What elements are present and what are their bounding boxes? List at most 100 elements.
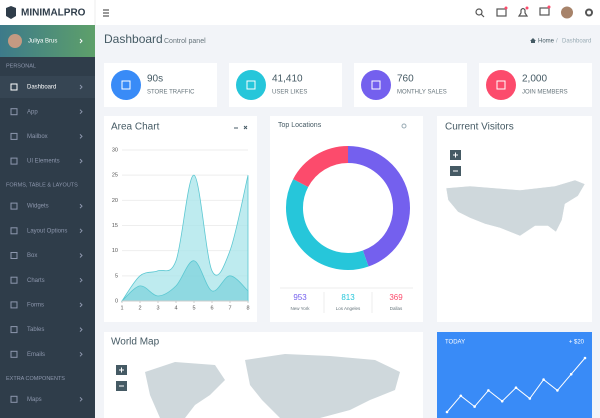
y-tick-label: 5 — [115, 273, 118, 279]
section-title: EXTRA COMPONENTS — [6, 376, 65, 382]
home-icon — [530, 38, 536, 43]
location-name: New York — [290, 306, 310, 311]
menu-item[interactable]: Widgets — [27, 204, 49, 210]
card-controls[interactable] — [234, 125, 248, 130]
menu-item[interactable]: Emails — [27, 352, 45, 358]
zoom-controls[interactable] — [450, 150, 461, 176]
chevron — [79, 134, 83, 139]
menu-item[interactable]: Box — [27, 253, 37, 259]
item-icon — [10, 108, 18, 116]
card-control[interactable] — [401, 123, 407, 129]
item-icon — [10, 83, 18, 91]
stat-value: 41,410 — [272, 74, 303, 85]
location-name: Dallas — [390, 306, 403, 311]
stat-value: 2,000 — [522, 74, 547, 85]
active-item — [0, 76, 95, 98]
item-icon — [10, 326, 18, 334]
logo — [6, 6, 16, 19]
today-change: + $20 — [569, 340, 585, 346]
point — [583, 356, 587, 360]
item-icon — [10, 395, 18, 403]
x-tick-label: 5 — [192, 305, 195, 311]
stat-value: 760 — [397, 74, 414, 85]
item-icon — [10, 157, 18, 165]
icon-glyph — [496, 80, 506, 90]
menu-item[interactable]: Forms — [27, 302, 44, 308]
area — [121, 174, 249, 302]
chevron — [79, 396, 83, 402]
area — [120, 260, 249, 302]
point — [459, 394, 463, 398]
user-name[interactable]: Juliya Brus — [28, 39, 57, 45]
menu-item[interactable]: Maps — [27, 397, 42, 403]
donut-segment — [293, 146, 349, 188]
location-value: 953 — [293, 293, 307, 302]
breadcrumb-current: Dashboard — [562, 39, 591, 45]
chevron — [79, 38, 83, 44]
point — [445, 410, 449, 414]
item-icon — [10, 227, 18, 235]
y-tick-label: 30 — [112, 147, 118, 153]
point — [514, 386, 518, 390]
point — [500, 399, 504, 403]
avatar — [8, 34, 22, 48]
y-tick-label: 10 — [112, 248, 118, 254]
point — [473, 405, 476, 408]
world-map[interactable] — [145, 354, 400, 418]
stat-label: JOIN MEMBERS — [522, 90, 568, 96]
chevron — [79, 84, 83, 90]
location-value: 369 — [389, 293, 403, 302]
chevron — [79, 351, 83, 357]
y-tick-label: 25 — [112, 173, 118, 179]
menu-item[interactable]: Tables — [27, 327, 44, 333]
point — [556, 389, 559, 392]
chevron — [79, 158, 83, 164]
point — [487, 389, 490, 392]
zoom-controls[interactable] — [116, 365, 127, 391]
item-icon — [10, 276, 18, 284]
us-map[interactable] — [445, 179, 586, 237]
point — [569, 372, 573, 376]
point — [528, 397, 532, 400]
x-tick-label: 7 — [228, 305, 231, 311]
stat-icon — [486, 70, 516, 100]
donut-segment — [286, 179, 369, 270]
chevron — [79, 302, 83, 308]
donut-segment — [347, 146, 410, 267]
stat-label: STORE TRAFFIC — [147, 90, 195, 96]
section-title: FORMS, TABLE & LAYOUTS — [6, 183, 78, 189]
x-tick-label: 1 — [120, 305, 123, 311]
section-title: PERSONAL — [6, 63, 36, 69]
item-icon — [10, 132, 18, 140]
menu-toggle[interactable] — [103, 9, 109, 17]
stat-icon — [236, 70, 266, 100]
chevron — [79, 203, 83, 209]
menu-item[interactable]: Layout Options — [27, 228, 67, 234]
menu-item[interactable]: App — [27, 109, 38, 115]
icon-glyph — [121, 80, 131, 90]
stat-icon — [111, 70, 141, 100]
x-tick-label: 3 — [156, 305, 159, 311]
chevron — [79, 253, 83, 258]
icon-glyph — [371, 80, 381, 90]
menu-item[interactable]: UI Elements — [27, 159, 60, 165]
breadcrumb-home[interactable]: Home — [538, 39, 555, 45]
icon-glyph — [246, 80, 256, 90]
card-title: TODAY — [445, 340, 465, 346]
breadcrumb-separator: / — [556, 39, 558, 45]
menu-item[interactable]: Dashboard — [27, 85, 56, 91]
x-tick-label: 6 — [210, 305, 213, 311]
x-tick-label: 4 — [174, 305, 177, 311]
card-title: Current Visitors — [445, 122, 514, 133]
topbar-icons[interactable] — [475, 5, 593, 19]
y-tick-label: 20 — [112, 198, 118, 204]
stat-value: 90s — [147, 74, 163, 85]
menu-item[interactable]: Charts — [27, 278, 45, 284]
stat-icon — [361, 70, 391, 100]
item-icon — [10, 350, 18, 358]
chevron — [79, 228, 83, 234]
y-tick-label: 0 — [115, 298, 118, 304]
menu-item[interactable]: Mailbox — [27, 134, 48, 140]
